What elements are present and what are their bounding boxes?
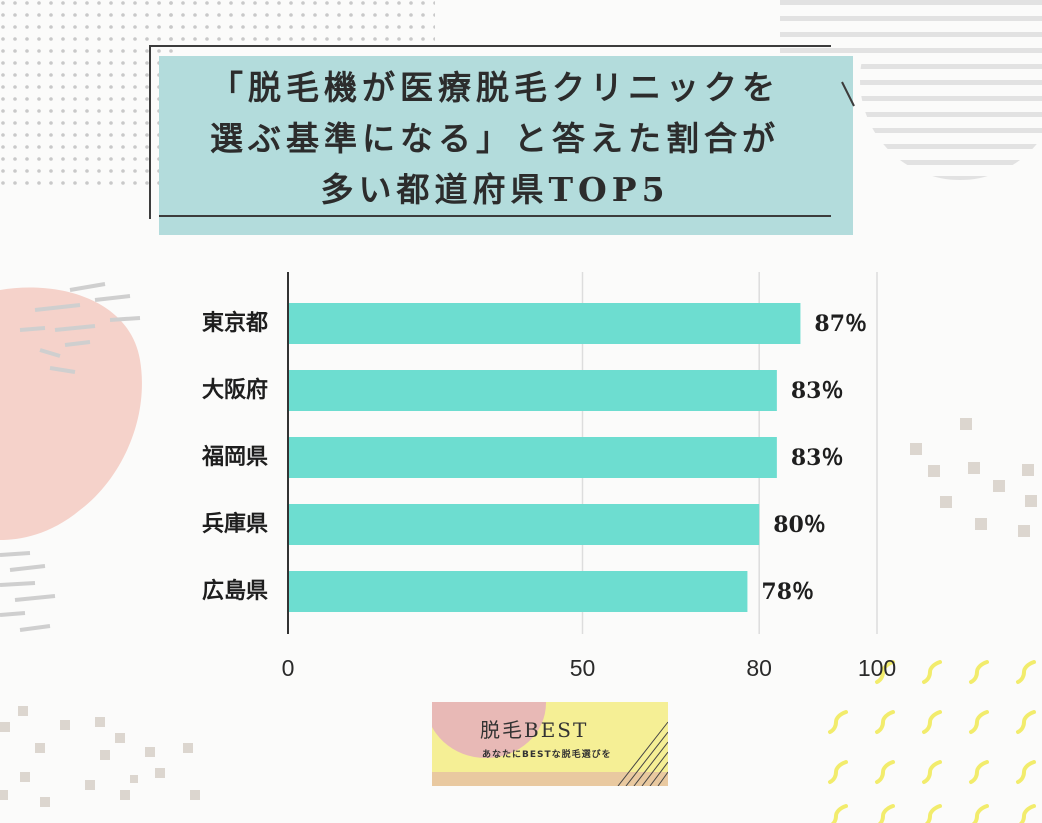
category-label: 福岡県 [201,444,268,470]
x-tick-label: 100 [857,655,897,681]
x-tick-label: 80 [746,655,772,681]
yellow-squiggle [1018,804,1036,823]
category-label: 広島県 [201,578,268,604]
logo-tagline: あなたにBESTな脱毛選びを [482,750,612,760]
yellow-squiggle [1016,760,1036,784]
yellow-squiggle [922,660,942,684]
value-label: 80％ [773,511,826,538]
gray-dashes [0,282,141,632]
x-tick-label: 0 [281,655,295,681]
yellow-squiggles [828,660,1036,823]
yellow-squiggle [971,804,989,823]
x-tick-label: 50 [569,655,596,681]
bar [288,303,801,344]
yellow-squiggle [1016,710,1036,734]
category-label: 東京都 [201,310,268,336]
title-line-3: 多い都道府県TOP5 [320,170,670,209]
yellow-squiggle [875,760,895,784]
logo-title: 脱毛BEST [480,718,589,742]
dot-pattern [0,0,175,185]
pink-blob [0,287,142,540]
title-frame [149,45,831,219]
value-label: 78％ [761,578,815,605]
bar [288,504,760,545]
yellow-squiggle [924,804,942,823]
yellow-squiggle [828,760,848,784]
yellow-squiggle [875,660,895,684]
square-scatter [0,418,1037,807]
yellow-squiggle [875,710,895,734]
value-label: 83％ [790,444,844,471]
title-frame-line [159,215,831,217]
title-corner-mark [841,81,855,107]
category-label: 大阪府 [201,377,268,403]
bar [288,437,777,478]
logo-bottom-band [432,772,668,786]
value-label: 87％ [814,310,868,337]
logo-hatch [617,721,668,786]
value-label: 83％ [790,377,844,404]
yellow-squiggle [922,710,942,734]
category-label: 兵庫県 [201,511,268,537]
title-line-2: 選ぶ基準になる」と答えた割合が [210,119,780,158]
yellow-squiggle [922,760,942,784]
yellow-squiggle [1016,660,1036,684]
yellow-squiggle [969,660,989,684]
yellow-squiggle [969,710,989,734]
yellow-squiggle [830,804,848,823]
stripe-pattern [780,0,1042,60]
dot-pattern [160,0,435,48]
yellow-squiggle [828,710,848,734]
chart-title: 「脱毛機が医療脱毛クリニックを 選ぶ基準になる」と答えた割合が 多い都道府県TO… [150,62,840,215]
bar [288,370,777,411]
yellow-squiggle [877,804,895,823]
yellow-squiggle [969,760,989,784]
title-line-1: 「脱毛機が医療脱毛クリニックを [210,68,780,107]
title-background [159,56,853,235]
logo: 脱毛BEST あなたにBESTな脱毛選びを [432,702,668,786]
bar [288,571,748,612]
